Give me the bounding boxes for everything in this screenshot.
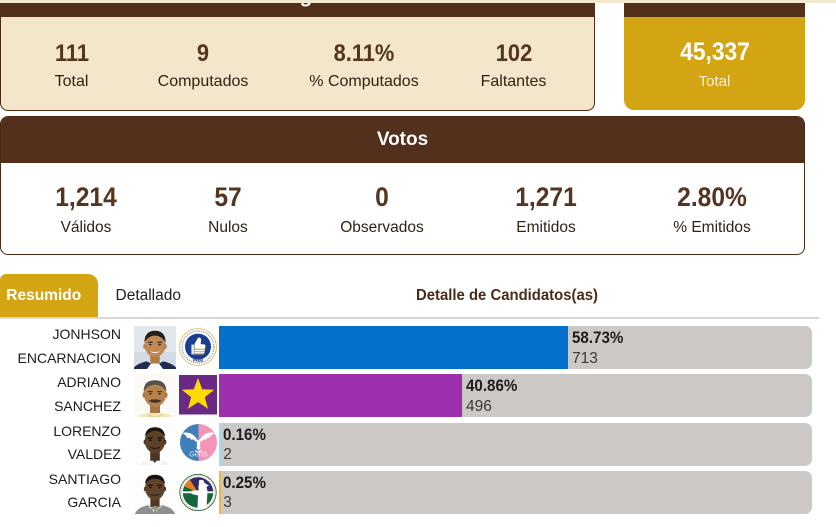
svg-text:PRM: PRM: [193, 358, 203, 363]
svg-text:GenS: GenS: [189, 450, 208, 459]
